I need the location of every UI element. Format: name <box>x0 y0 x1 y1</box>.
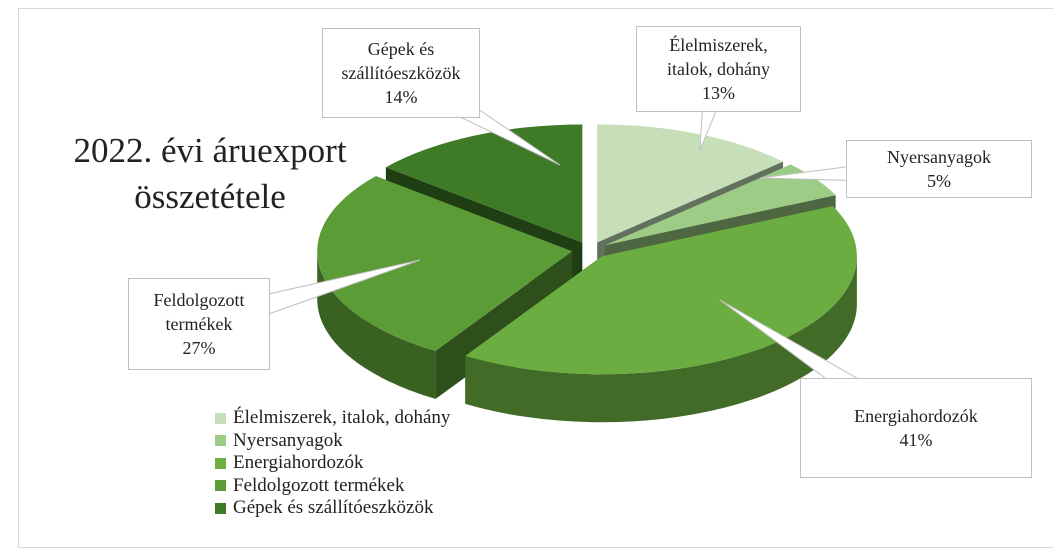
legend-label: Feldolgozott termékek <box>233 474 405 496</box>
slice-top <box>317 176 573 351</box>
legend-swatch <box>215 480 226 492</box>
chart-title: 2022. évi áruexport összetétele <box>73 131 347 216</box>
legend-swatch <box>215 457 226 469</box>
legend-item: Energiahordozók <box>215 452 450 475</box>
page: 2022. évi áruexport összetétele Élelmisz… <box>18 8 1053 548</box>
legend-item: Gépek és szállítóeszközök <box>215 497 450 520</box>
legend-swatch <box>215 412 226 424</box>
legend-swatch <box>215 502 226 514</box>
data-label: Élelmiszerek, italok, dohány 13% <box>636 26 801 112</box>
label-category: Feldolgozott termékek <box>153 290 245 334</box>
label-category: Energiahordozók <box>854 406 978 426</box>
legend-label: Energiahordozók <box>233 452 364 473</box>
legend-label: Nyersanyagok <box>233 429 343 451</box>
legend-label: Gépek és szállítóeszközök <box>233 497 434 518</box>
data-label: Nyersanyagok 5% <box>846 140 1032 198</box>
label-value: 27% <box>182 338 216 358</box>
label-category: Élelmiszerek, italok, dohány <box>667 35 770 79</box>
label-category: Gépek és szállítóeszközök <box>341 39 461 83</box>
data-label: Energiahordozók 41% <box>800 378 1032 478</box>
slice-top <box>604 164 836 246</box>
chart <box>194 60 941 441</box>
label-category: Nyersanyagok <box>887 147 991 167</box>
label-value: 13% <box>702 83 735 103</box>
label-value: 41% <box>899 430 933 450</box>
legend-swatch <box>215 435 226 447</box>
data-label: Feldolgozott termékek 27% <box>128 278 270 370</box>
slice-side <box>317 251 436 399</box>
legend-item: Élelmiszerek, italok, dohány <box>215 407 450 430</box>
legend-item: Feldolgozott termékek <box>215 475 450 498</box>
slice-side <box>465 256 857 423</box>
pie-slice <box>465 206 857 423</box>
legend-item: Nyersanyagok <box>215 430 450 453</box>
label-value: 5% <box>927 171 951 191</box>
slice-top <box>597 124 784 243</box>
slice-top <box>385 124 583 243</box>
legend: Élelmiszerek, italok, dohány Nyersanyagok… <box>215 407 450 520</box>
data-label: Gépek és szállítóeszközök 14% <box>322 28 480 118</box>
legend-label: Élelmiszerek, italok, dohány <box>233 407 451 428</box>
slice-top <box>465 206 857 375</box>
label-value: 14% <box>384 87 418 107</box>
